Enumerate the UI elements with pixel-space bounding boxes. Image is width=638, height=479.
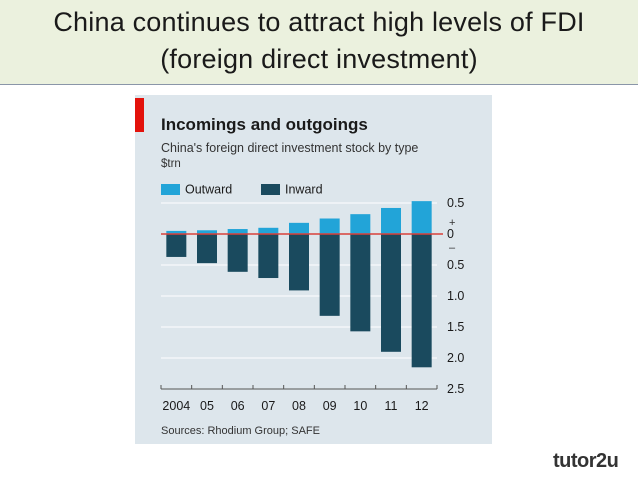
x-tick-label: 11 [385, 399, 398, 413]
chart-title: Incomings and outgoings [161, 115, 368, 134]
chart-subtitle: China's foreign direct investment stock … [161, 141, 419, 155]
legend-item-inward: Inward [261, 182, 323, 197]
legend-label-inward: Inward [285, 182, 323, 197]
y-tick-label: 2.5 [447, 382, 464, 396]
bar-inward-07 [258, 234, 279, 279]
chart-unit: $trn [161, 158, 181, 170]
bar-outward-05 [197, 230, 217, 234]
bar-outward-09 [319, 218, 340, 234]
y-tick-label: 0 [447, 227, 454, 241]
x-tick-label: 10 [353, 399, 367, 413]
bar-outward-06 [227, 229, 248, 234]
x-tick-label: 08 [292, 399, 306, 413]
legend-swatch-inward [261, 184, 280, 196]
legend-item-outward: Outward [161, 182, 233, 197]
x-tick-label: 09 [323, 399, 337, 413]
x-tick-label: 06 [231, 399, 245, 413]
legend-swatch-outward [161, 184, 180, 196]
bar-inward-08 [289, 234, 309, 291]
y-tick-label: 1.0 [447, 289, 464, 303]
chart-accent-bar [135, 98, 144, 132]
bar-outward-12 [411, 201, 432, 234]
slide-subtitle: (foreign direct investment) [160, 44, 478, 74]
chart-panel: Incomings and outgoings China's foreign … [135, 95, 492, 444]
bar-inward-05 [197, 234, 217, 264]
bar-chart: 2004 05 06 07 08 09 10 11 12 0.5 0 0.5 1.0 1.5 2.0 2.5 +… [160, 196, 464, 413]
legend-label-outward: Outward [185, 182, 233, 197]
bar-outward-11 [381, 207, 401, 234]
y-tick-label: 0.5 [447, 196, 464, 210]
x-tick-label: 07 [261, 399, 275, 413]
bar-inward-10 [350, 234, 371, 332]
x-tick-label: 12 [415, 399, 429, 413]
slide-title: China continues to attract high levels o… [53, 7, 585, 37]
y-tick-label: 1.5 [447, 320, 464, 334]
bar-outward-10 [350, 214, 371, 234]
y-tick-label: 2.0 [447, 351, 464, 365]
y-sign-plus: + [449, 217, 455, 229]
tutor2u-logo: tutor2u [553, 450, 619, 472]
bar-inward-12 [411, 234, 432, 368]
bar-inward-06 [227, 234, 248, 272]
bar-outward-2004 [166, 230, 187, 234]
x-tick-label: 2004 [162, 399, 190, 413]
y-sign-minus: – [449, 242, 456, 254]
bar-inward-2004 [166, 234, 187, 257]
bar-inward-09 [319, 234, 340, 316]
chart-sources: Sources: Rhodium Group; SAFE [161, 425, 320, 437]
slide-title-band: China continues to attract high levels o… [0, 0, 638, 85]
bar-outward-08 [289, 222, 309, 234]
y-tick-label: 0.5 [447, 258, 464, 272]
bar-outward-07 [258, 227, 279, 234]
x-tick-label: 05 [200, 399, 214, 413]
bar-inward-11 [381, 234, 401, 352]
